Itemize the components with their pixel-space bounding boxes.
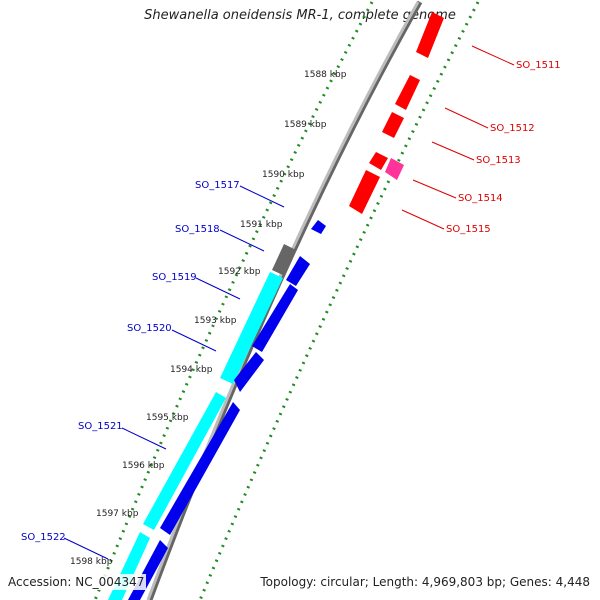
- scale-labels: 1588 kbp 1589 kbp 1590 kbp 1591 kbp 1592…: [70, 70, 347, 567]
- outer-scale-track: [198, 1, 480, 600]
- reverse-genes: [108, 220, 326, 600]
- gene-so-1511[interactable]: [416, 12, 444, 58]
- gene-so-1512[interactable]: [395, 75, 420, 110]
- scale-label: 1588 kbp: [304, 70, 347, 80]
- label-so-1518[interactable]: SO_1518: [175, 224, 220, 235]
- scale-label: 1589 kbp: [284, 120, 327, 130]
- label-so-1519[interactable]: SO_1519: [152, 272, 197, 283]
- gene-so-1521-cds[interactable]: [143, 392, 226, 530]
- scale-label: 1598 kbp: [70, 557, 113, 567]
- gene-so-1518-pseudo[interactable]: [272, 244, 296, 276]
- label-so-1521[interactable]: SO_1521: [78, 421, 123, 432]
- label-so-1511[interactable]: SO_1511: [516, 60, 561, 71]
- label-so-1514[interactable]: SO_1514: [458, 193, 503, 204]
- label-so-1513[interactable]: SO_1513: [476, 155, 521, 166]
- gene-so-1515[interactable]: [349, 170, 380, 214]
- gene-so-1521[interactable]: [160, 402, 240, 535]
- scale-label: 1592 kbp: [218, 267, 261, 277]
- gene-so-1514-a[interactable]: [369, 152, 388, 170]
- accession-text: Accession: NC_004347: [6, 574, 147, 590]
- scale-label: 1591 kbp: [240, 220, 283, 230]
- scale-label: 1590 kbp: [262, 170, 305, 180]
- genome-summary-text: Topology: circular; Length: 4,969,803 bp…: [258, 574, 592, 590]
- gene-so-1517[interactable]: [311, 220, 326, 234]
- gene-so-1518[interactable]: [286, 256, 310, 286]
- gene-so-1519-cds[interactable]: [220, 272, 283, 384]
- forward-labels: SO_1511 SO_1512 SO_1513 SO_1514 SO_1515: [401, 45, 561, 235]
- label-so-1512[interactable]: SO_1512: [490, 123, 535, 134]
- reverse-labels: SO_1517 SO_1518 SO_1519 SO_1520 SO_1521 …: [21, 180, 285, 560]
- scale-label: 1595 kbp: [146, 413, 189, 423]
- gene-so-1520[interactable]: [234, 352, 264, 392]
- gene-so-1519[interactable]: [252, 284, 298, 352]
- scale-label: 1597 kbp: [96, 509, 139, 519]
- label-so-1517[interactable]: SO_1517: [195, 180, 240, 191]
- gene-so-1513[interactable]: [382, 112, 404, 138]
- label-so-1520[interactable]: SO_1520: [127, 323, 172, 334]
- label-so-1515[interactable]: SO_1515: [446, 224, 491, 235]
- gene-so-1514-b[interactable]: [385, 158, 404, 180]
- map-title: Shewanella oneidensis MR-1, complete gen…: [144, 8, 456, 23]
- scale-label: 1593 kbp: [194, 316, 237, 326]
- inner-scale-track: [93, 1, 374, 600]
- scale-label: 1594 kbp: [170, 365, 213, 375]
- scale-label: 1596 kbp: [122, 461, 165, 471]
- forward-genes: [349, 12, 444, 214]
- label-so-1522[interactable]: SO_1522: [21, 532, 66, 543]
